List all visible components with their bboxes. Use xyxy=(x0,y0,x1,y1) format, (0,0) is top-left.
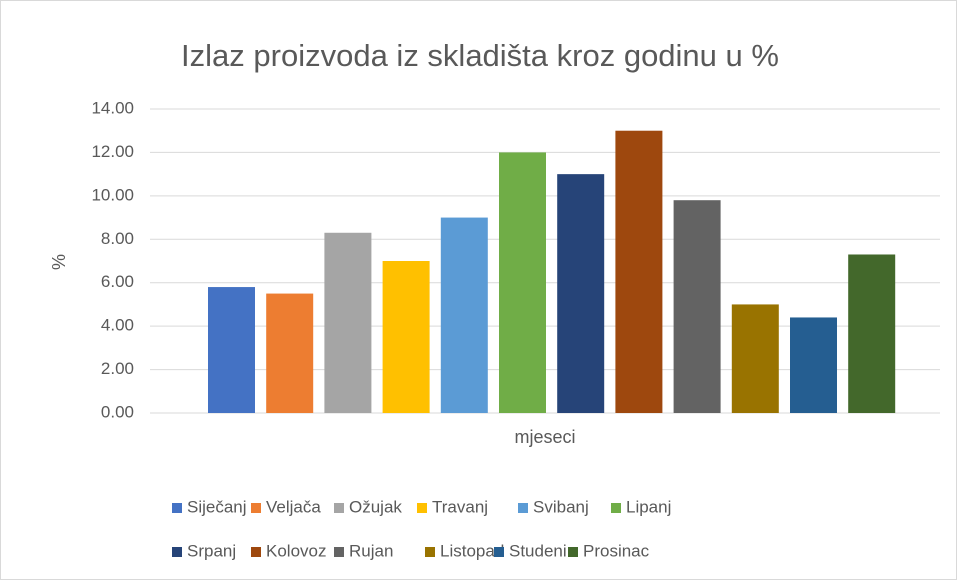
legend-label: Siječanj xyxy=(187,497,247,516)
legend-swatch xyxy=(494,547,504,557)
bar xyxy=(731,304,779,413)
bar xyxy=(324,232,372,413)
y-tick-label: 12.00 xyxy=(91,142,134,161)
bar xyxy=(790,317,837,413)
y-axis-label: % xyxy=(49,254,69,270)
bar xyxy=(557,174,605,413)
legend-label: Studeni xyxy=(509,541,567,560)
bar xyxy=(848,254,896,413)
legend-label: Veljača xyxy=(266,497,321,516)
legend-swatch xyxy=(568,547,578,557)
legend-label: Kolovoz xyxy=(266,541,326,560)
legend-swatch xyxy=(417,503,427,513)
x-axis-label: mjeseci xyxy=(514,427,575,447)
bar xyxy=(673,200,721,413)
y-tick-label: 14.00 xyxy=(91,98,134,117)
y-tick-label: 8.00 xyxy=(101,229,134,248)
legend-label: Ožujak xyxy=(349,497,402,516)
bar xyxy=(266,293,314,413)
legend-label: Srpanj xyxy=(187,541,236,560)
bar xyxy=(382,261,430,413)
legend-swatch xyxy=(425,547,435,557)
y-tick-label: 10.00 xyxy=(91,185,134,204)
legend-label: Rujan xyxy=(349,541,393,560)
legend-swatch xyxy=(251,503,261,513)
legend-swatch xyxy=(518,503,528,513)
legend-swatch xyxy=(172,503,182,513)
y-tick-label: 6.00 xyxy=(101,272,134,291)
legend-label: Listopad xyxy=(440,541,504,560)
legend-label: Svibanj xyxy=(533,497,589,516)
legend-swatch xyxy=(172,547,182,557)
bar xyxy=(615,130,663,413)
legend-swatch xyxy=(611,503,621,513)
y-tick-label: 0.00 xyxy=(101,402,134,421)
legend-swatch xyxy=(334,503,344,513)
legend-label: Prosinac xyxy=(583,541,650,560)
bar xyxy=(440,217,488,413)
legend-label: Travanj xyxy=(432,497,488,516)
legend-swatch xyxy=(334,547,344,557)
legend-label: Lipanj xyxy=(626,497,671,516)
legend-swatch xyxy=(251,547,261,557)
y-tick-label: 2.00 xyxy=(101,359,134,378)
chart-title: Izlaz proizvoda iz skladišta kroz godinu… xyxy=(181,38,779,73)
y-tick-label: 4.00 xyxy=(101,316,134,335)
bar xyxy=(499,152,546,413)
bar xyxy=(208,287,255,413)
